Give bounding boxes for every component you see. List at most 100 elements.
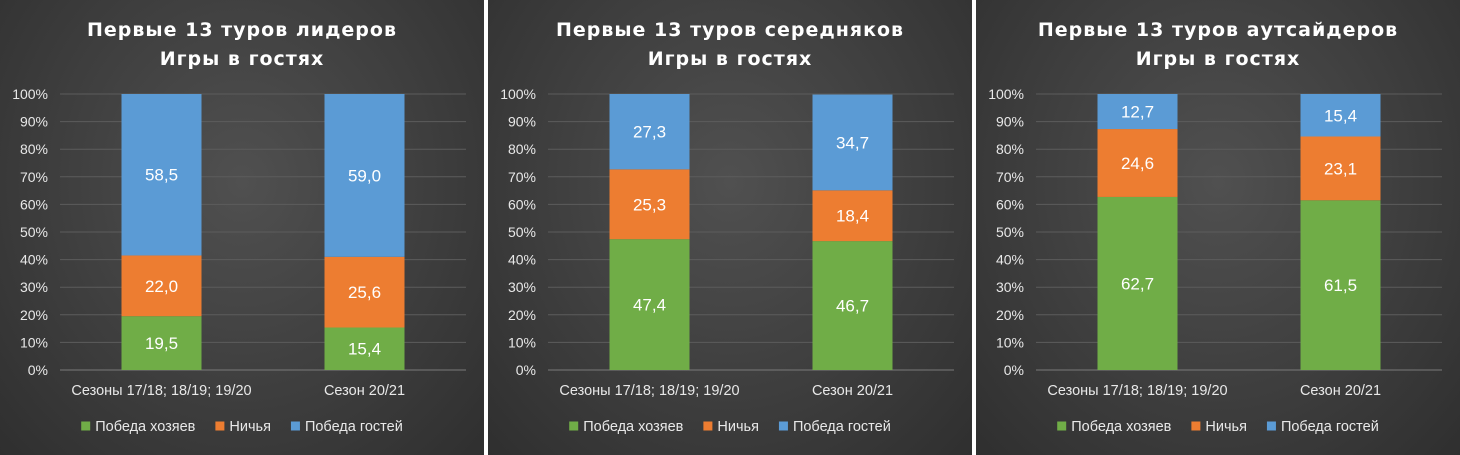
bar-segment-draw — [1097, 129, 1178, 197]
y-tick-label: 60% — [20, 196, 48, 212]
y-tick-label: 20% — [20, 307, 48, 323]
data-label: 15,4 — [1324, 106, 1357, 125]
bar-segment-away — [609, 94, 690, 170]
bar-segment-away — [324, 94, 405, 257]
bar-segment-home — [812, 241, 893, 370]
chart-midtable: Первые 13 туров середняков Игры в гостях… — [500, 19, 954, 435]
y-tick-label: 50% — [996, 224, 1024, 240]
category-label: Сезоны 17/18; 18/19; 19/20 — [71, 383, 251, 399]
y-tick-label: 50% — [508, 224, 536, 240]
data-label: 22,0 — [145, 277, 178, 296]
y-tick-label: 70% — [508, 169, 536, 185]
y-tick-label: 80% — [996, 141, 1024, 157]
y-tick-label: 40% — [20, 252, 48, 268]
data-label: 62,7 — [1121, 274, 1154, 293]
y-tick-label: 80% — [20, 141, 48, 157]
legend-swatch-away — [1266, 421, 1276, 431]
data-label: 25,3 — [633, 195, 666, 214]
chart-title: Первые 13 туров середняков — [556, 19, 904, 41]
chart-title: Первые 13 туров аутсайдеров — [1038, 19, 1398, 41]
y-tick-label: 90% — [508, 114, 536, 130]
y-tick-label: 100% — [988, 86, 1024, 102]
y-tick-label: 0% — [1004, 362, 1024, 378]
y-tick-label: 100% — [12, 86, 48, 102]
bar-segment-home — [1300, 200, 1381, 370]
data-label: 34,7 — [836, 133, 869, 152]
legend-label: Победа хозяев — [1071, 419, 1171, 435]
legend-label: Победа гостей — [793, 419, 891, 435]
data-label: 46,7 — [836, 297, 869, 316]
legend-label: Победа хозяев — [95, 419, 195, 435]
legend-swatch-away — [778, 421, 788, 431]
y-tick-label: 70% — [20, 169, 48, 185]
chart-leaders: Первые 13 туров лидеров Игры в гостях 0%… — [12, 19, 466, 435]
legend-swatch-home — [1057, 421, 1067, 431]
data-label: 24,6 — [1121, 154, 1154, 173]
y-tick-label: 80% — [508, 141, 536, 157]
y-tick-label: 40% — [996, 252, 1024, 268]
bar-segment-away — [1300, 94, 1381, 137]
legend-label: Победа гостей — [305, 419, 403, 435]
legend-swatch-home — [81, 421, 91, 431]
y-tick-label: 100% — [500, 86, 536, 102]
bar-segment-draw — [121, 255, 202, 317]
y-tick-label: 40% — [508, 252, 536, 268]
category-label: Сезоны 17/18; 18/19; 19/20 — [559, 383, 739, 399]
data-label: 58,5 — [145, 166, 178, 185]
chart-panel-midtable: Первые 13 туров середняков Игры в гостях… — [488, 0, 972, 455]
category-label: Сезон 20/21 — [324, 383, 405, 399]
bar-segment-home — [1097, 196, 1178, 370]
y-tick-label: 10% — [508, 334, 536, 350]
y-tick-label: 10% — [20, 334, 48, 350]
bar-segment-draw — [1300, 136, 1381, 201]
y-tick-label: 20% — [996, 307, 1024, 323]
bar-segment-draw — [609, 169, 690, 240]
y-tick-label: 60% — [996, 196, 1024, 212]
bar-segment-draw — [812, 190, 893, 242]
y-tick-label: 60% — [508, 196, 536, 212]
y-tick-label: 10% — [996, 334, 1024, 350]
y-tick-label: 30% — [20, 279, 48, 295]
y-tick-label: 90% — [996, 114, 1024, 130]
data-label: 47,4 — [633, 296, 666, 315]
y-tick-label: 0% — [516, 362, 536, 378]
legend-label: Победа гостей — [1281, 419, 1379, 435]
legend-label: Ничья — [229, 419, 271, 435]
category-label: Сезон 20/21 — [1300, 383, 1381, 399]
chart-subtitle: Игры в гостях — [160, 48, 325, 70]
data-label: 18,4 — [836, 207, 869, 226]
legend-label: Ничья — [1205, 419, 1247, 435]
y-tick-label: 20% — [508, 307, 536, 323]
data-label: 23,1 — [1324, 159, 1357, 178]
legend-swatch-draw — [703, 421, 713, 431]
y-tick-label: 70% — [996, 169, 1024, 185]
bar-segment-home — [121, 316, 202, 370]
legend-swatch-draw — [215, 421, 225, 431]
legend-label: Победа хозяев — [583, 419, 683, 435]
category-label: Сезон 20/21 — [812, 383, 893, 399]
chart-panel-leaders: Первые 13 туров лидеров Игры в гостях 0%… — [0, 0, 484, 455]
y-tick-label: 50% — [20, 224, 48, 240]
data-label: 25,6 — [348, 283, 381, 302]
y-tick-label: 30% — [508, 279, 536, 295]
chart-title: Первые 13 туров лидеров — [87, 19, 397, 41]
legend-swatch-draw — [1191, 421, 1201, 431]
category-label: Сезоны 17/18; 18/19; 19/20 — [1047, 383, 1227, 399]
y-tick-label: 30% — [996, 279, 1024, 295]
data-label: 27,3 — [633, 123, 666, 142]
data-label: 12,7 — [1121, 103, 1154, 122]
y-tick-label: 90% — [20, 114, 48, 130]
legend-swatch-away — [290, 421, 300, 431]
bar-segment-away — [121, 94, 202, 256]
data-label: 61,5 — [1324, 276, 1357, 295]
legend-label: Ничья — [717, 419, 759, 435]
data-label: 15,4 — [348, 340, 381, 359]
bar-segment-away — [1097, 94, 1178, 130]
chart-subtitle: Игры в гостях — [1136, 48, 1301, 70]
bar-segment-home — [324, 327, 405, 370]
y-tick-label: 0% — [28, 362, 48, 378]
legend-swatch-home — [569, 421, 579, 431]
chart-outsiders: Первые 13 туров аутсайдеров Игры в гостя… — [988, 19, 1442, 435]
data-label: 19,5 — [145, 334, 178, 353]
bar-segment-home — [609, 239, 690, 370]
